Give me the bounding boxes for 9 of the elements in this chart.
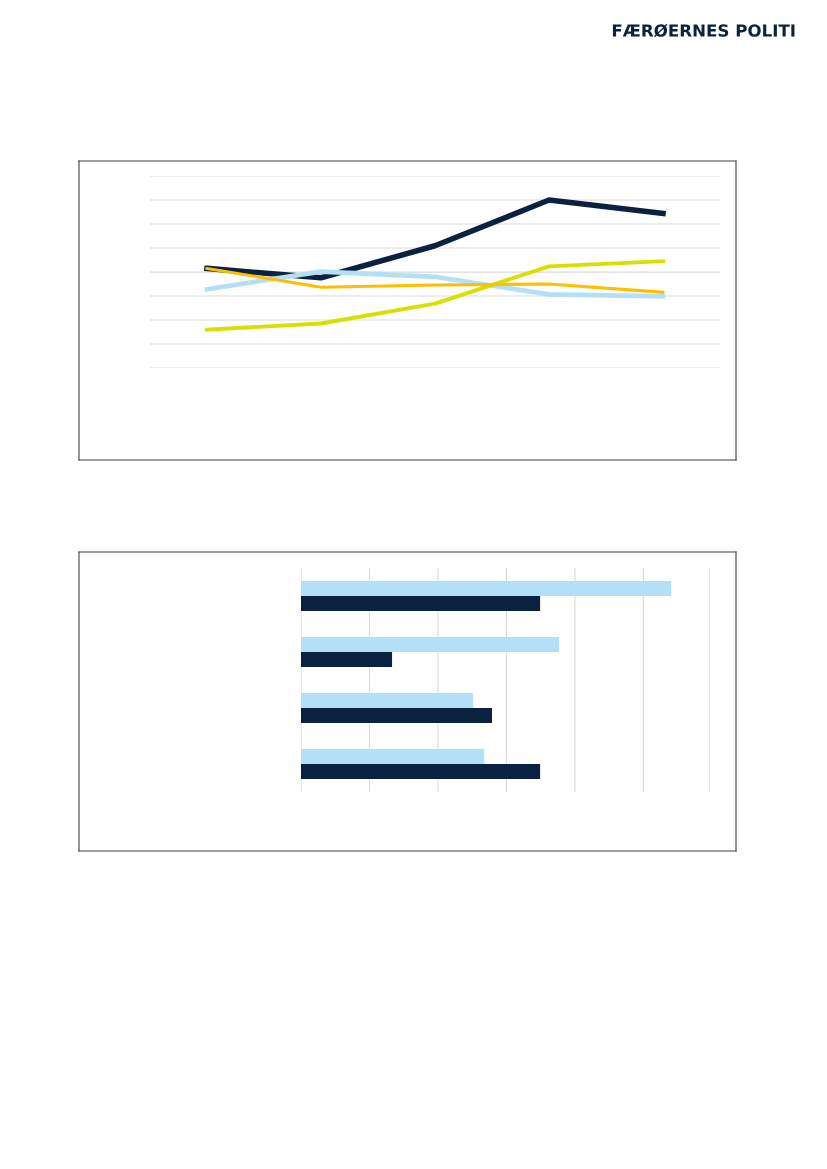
bar bbox=[301, 636, 559, 652]
bar bbox=[301, 596, 541, 612]
text: FÆRØERNES POLITI bbox=[612, 23, 795, 38]
bar bbox=[301, 580, 672, 596]
bar bbox=[301, 692, 474, 708]
bar bbox=[301, 748, 485, 764]
bar bbox=[301, 652, 393, 668]
bar bbox=[301, 708, 492, 724]
bar bbox=[301, 764, 541, 780]
